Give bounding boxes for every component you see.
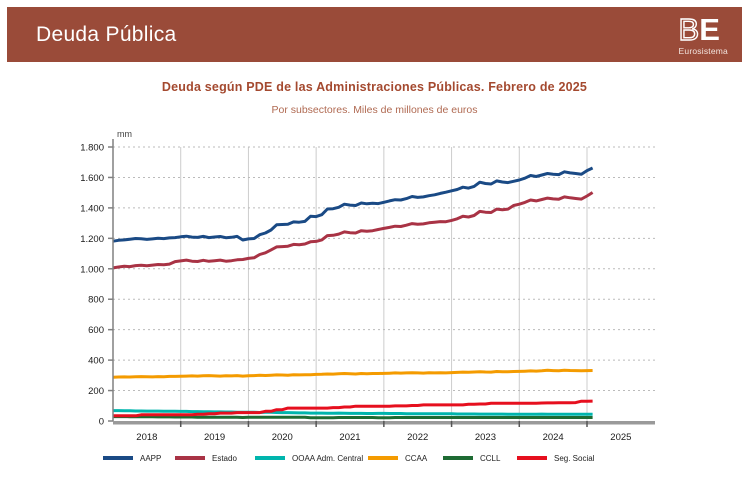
- legend-swatch-aapp: [103, 456, 133, 460]
- legend-item-ccaa: CCAA: [368, 451, 427, 465]
- svg-text:1.200: 1.200: [80, 234, 104, 245]
- legend-label-estado: Estado: [212, 453, 237, 463]
- svg-text:2025: 2025: [610, 432, 631, 443]
- svg-text:mm: mm: [117, 129, 132, 139]
- svg-text:1.800: 1.800: [80, 143, 104, 154]
- svg-text:2021: 2021: [339, 432, 360, 443]
- svg-text:2020: 2020: [272, 432, 293, 443]
- svg-text:2022: 2022: [407, 432, 428, 443]
- page-title: Deuda Pública: [36, 22, 177, 46]
- header-band: Deuda Pública BE Eurosistema: [7, 7, 742, 62]
- chart-legend: AAPP Estado OOAA Adm. Central CCAA CCLL …: [0, 451, 749, 465]
- be-logo-letters: BE: [678, 12, 728, 47]
- legend-label-ooaa: OOAA Adm. Central: [292, 453, 364, 463]
- svg-text:1.400: 1.400: [80, 203, 104, 214]
- legend-swatch-ccll: [443, 456, 473, 460]
- svg-text:2023: 2023: [475, 432, 496, 443]
- legend-item-estado: Estado: [175, 451, 237, 465]
- svg-text:2018: 2018: [136, 432, 157, 443]
- logo-subtext: Eurosistema: [678, 46, 728, 56]
- legend-swatch-estado: [175, 456, 205, 460]
- legend-item-ooaa: OOAA Adm. Central: [255, 451, 363, 465]
- legend-swatch-seg-social: [517, 456, 547, 460]
- svg-text:0: 0: [99, 417, 104, 428]
- svg-text:2024: 2024: [543, 432, 564, 443]
- svg-text:400: 400: [88, 356, 104, 367]
- legend-swatch-ooaa: [255, 456, 285, 460]
- legend-label-ccll: CCLL: [480, 453, 501, 463]
- logo-letter-e: E: [699, 12, 720, 47]
- legend-item-aapp: AAPP: [103, 451, 161, 465]
- bank-logo: BE Eurosistema: [678, 12, 728, 56]
- svg-text:800: 800: [88, 295, 104, 306]
- chart-subtitle: Por subsectores. Miles de millones de eu…: [271, 104, 478, 116]
- legend-label-aapp: AAPP: [140, 453, 162, 463]
- legend-label-ccaa: CCAA: [405, 453, 428, 463]
- chart-title: Deuda según PDE de las Administraciones …: [161, 80, 588, 94]
- svg-text:1.600: 1.600: [80, 173, 104, 184]
- svg-text:1.000: 1.000: [80, 264, 104, 275]
- legend-swatch-ccaa: [368, 456, 398, 460]
- svg-text:200: 200: [88, 386, 104, 397]
- svg-text:2019: 2019: [204, 432, 225, 443]
- logo-letter-b: B: [678, 12, 700, 47]
- svg-text:600: 600: [88, 325, 104, 336]
- debt-line-chart: 0 200 400 600 800 1.000 1.200 1.400 1.600 1.800 20…: [80, 129, 655, 443]
- legend-item-seg-social: Seg. Social: [517, 451, 594, 465]
- legend-item-ccll: CCLL: [443, 451, 500, 465]
- legend-label-seg-social: Seg. Social: [554, 453, 595, 463]
